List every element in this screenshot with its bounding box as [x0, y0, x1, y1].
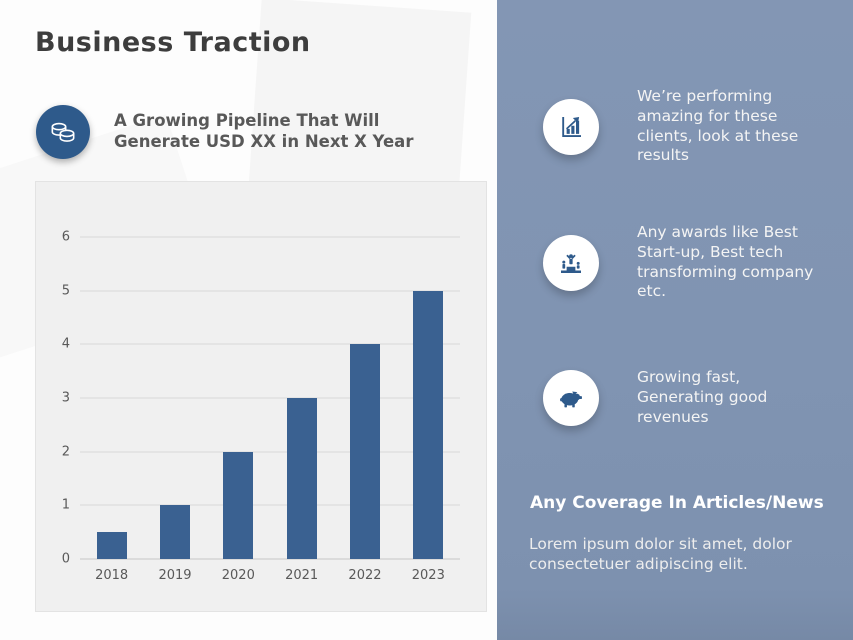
x-tick-label: 2018: [95, 568, 129, 583]
coverage-heading: Any Coverage In Articles/News: [530, 493, 824, 513]
y-tick-label: 3: [61, 390, 70, 406]
highlight-text: Any awards like Best Start-up, Best tech…: [637, 223, 814, 301]
bar-2019: [159, 505, 190, 559]
award-podium-icon-circle: [543, 234, 599, 291]
x-tick-label: 2021: [285, 568, 319, 583]
y-tick-label: 6: [61, 229, 70, 245]
gridline: [80, 558, 460, 560]
chart-y-labels: 0 1 2 3 4 5 6: [36, 231, 70, 566]
highlight-item-revenues: Growing fast, Generating good revenues: [543, 368, 767, 427]
award-podium-icon: [561, 253, 581, 273]
bar-2021: [286, 398, 317, 559]
chart-bars: [80, 237, 460, 559]
piggy-bank-icon: [560, 391, 582, 408]
coins-icon-circle: [36, 105, 90, 159]
coins-icon: [51, 122, 75, 142]
highlight-text: We’re performing amazing for these clien…: [637, 87, 799, 165]
right-panel: We’re performing amazing for these clien…: [497, 0, 853, 640]
traction-bar-chart: 0 1 2 3 4 5 6 2018 2019 2020 2021 2022 2023: [35, 181, 487, 612]
gridline: [80, 451, 460, 453]
growth-chart-icon: [562, 116, 581, 137]
gridline: [80, 343, 460, 345]
y-tick-label: 1: [61, 497, 70, 513]
gridline: [80, 397, 460, 399]
pipeline-headline-row: A Growing Pipeline That Will Generate US…: [36, 105, 413, 159]
gridline: [80, 504, 460, 506]
bar-2023: [413, 290, 444, 559]
y-tick-label: 0: [61, 551, 70, 567]
bar-slot: [143, 237, 206, 559]
x-tick-label: 2023: [411, 568, 445, 583]
bar-2020: [223, 451, 254, 559]
page-title: Business Traction: [35, 27, 311, 58]
chart-x-labels: 2018 2019 2020 2021 2022 2023: [80, 568, 460, 583]
y-tick-label: 2: [61, 444, 70, 460]
chart-plot: [80, 236, 460, 560]
highlight-text: Growing fast, Generating good revenues: [637, 368, 768, 426]
highlight-item-awards: Any awards like Best Start-up, Best tech…: [543, 223, 813, 302]
bar-slot: [270, 237, 333, 559]
piggy-bank-icon-circle: [543, 369, 599, 426]
bar-slot: [333, 237, 396, 559]
y-tick-label: 5: [61, 283, 70, 299]
gridline: [80, 290, 460, 292]
x-tick-label: 2020: [221, 568, 255, 583]
bar-slot: [80, 237, 143, 559]
bar-2022: [349, 344, 380, 559]
gridline: [80, 236, 460, 238]
highlight-item-clients: We’re performing amazing for these clien…: [543, 87, 798, 166]
y-tick-label: 4: [61, 336, 70, 352]
pipeline-headline: A Growing Pipeline That Will Generate US…: [114, 111, 414, 151]
bar-slot: [207, 237, 270, 559]
coverage-body: Lorem ipsum dolor sit amet, dolor consec…: [529, 535, 792, 574]
bar-slot: [397, 237, 460, 559]
x-tick-label: 2022: [348, 568, 382, 583]
bar-2018: [96, 532, 127, 559]
growth-chart-icon-circle: [543, 98, 599, 155]
x-tick-label: 2019: [158, 568, 192, 583]
